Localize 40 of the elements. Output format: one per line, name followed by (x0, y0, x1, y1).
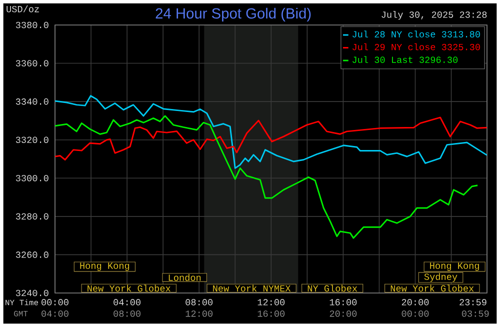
text: 03:59 (462, 310, 489, 317)
chart-subtitle: July 30, 2025 23:28 (382, 10, 487, 20)
y-tick-label: 3240.0 (16, 290, 48, 296)
x-tick-label: 04:00 (114, 299, 140, 306)
text: 08:00 (114, 310, 140, 317)
legend-label: Jul 29 NY close 3325.30 (352, 43, 480, 50)
line-series (55, 116, 487, 160)
line-series (55, 115, 478, 239)
annotation: Sydney (424, 273, 458, 282)
text: 16:00 (258, 310, 285, 317)
y-tick-label: 3280.0 (16, 213, 48, 220)
annotation: London (168, 274, 201, 281)
annotation: New York Globex (390, 284, 474, 292)
chart-title: 24 Hour Spot Gold (Bid) (156, 8, 311, 22)
x-tick-label: 00:00 (42, 299, 68, 306)
legend-label: Jul 30 Last 3296.30 (352, 56, 458, 63)
text: 20:00 (330, 310, 357, 317)
text: GMT (14, 310, 28, 316)
text: 00:00 (402, 310, 429, 317)
annotation: NY Globex (308, 284, 358, 292)
x-tick-label: 23:59 (460, 299, 486, 306)
x-tick-label: 16:00 (330, 299, 357, 306)
text: 12:00 (186, 310, 213, 317)
annotation: Hong Kong (80, 262, 130, 271)
x-tick-label: 20:00 (402, 299, 429, 306)
y-tick-label: 3360.0 (16, 60, 48, 66)
x-axis-title: NY Time (6, 299, 38, 306)
text: 04:00 (42, 310, 68, 317)
legend-label: Jul 28 NY close 3313.80 (352, 30, 480, 38)
annotation: Hong Kong (430, 262, 479, 271)
y-axis-title: USD/oz (6, 5, 39, 12)
x-tick-label: 12:00 (258, 299, 285, 306)
y-tick-label: 3260.0 (16, 252, 48, 258)
y-tick-label: 3320.0 (16, 136, 48, 144)
y-tick-label: 3340.0 (16, 98, 48, 105)
y-tick-label: 3300.0 (16, 174, 48, 182)
x-tick-label: 08:00 (186, 299, 213, 306)
y-tick-label: 3380.0 (16, 22, 48, 28)
annotation: New York NYMEX (213, 284, 291, 292)
annotation: New York Globex (88, 284, 170, 292)
